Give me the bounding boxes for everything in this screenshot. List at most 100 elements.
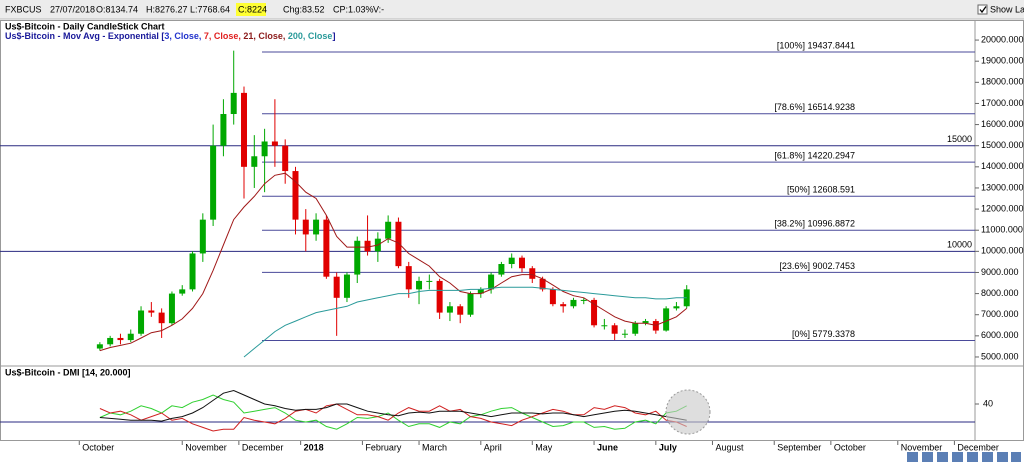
legend-part: 7, Close, — [204, 31, 244, 41]
candle-body — [138, 310, 145, 334]
candle-body — [343, 274, 350, 298]
open: O:8134.74 — [96, 4, 138, 14]
ma-legend: Us$-Bitcoin - Mov Avg - Exponential [3, … — [5, 31, 335, 41]
candle-body — [117, 337, 124, 341]
candle-body — [313, 219, 320, 235]
y-tick-label: 17000.000 — [981, 98, 1024, 108]
scroll-button[interactable] — [967, 452, 978, 462]
fib-label: [0%] 5779.3378 — [792, 329, 855, 339]
legend-part: 3, Close, — [164, 31, 204, 41]
show-last-label[interactable]: Show Last — [990, 4, 1024, 14]
x-tick-label: February — [365, 442, 402, 452]
candle-body — [426, 280, 433, 282]
y-tick-label: 20000.000 — [981, 34, 1024, 44]
scroll-button[interactable] — [937, 452, 948, 462]
candle-body — [539, 278, 546, 290]
candle-body — [477, 289, 484, 294]
candle-body — [364, 240, 371, 252]
scroll-button[interactable] — [952, 452, 963, 462]
low: L:7768.64 — [190, 4, 230, 14]
candle-body — [416, 280, 423, 290]
candle-body — [107, 337, 114, 345]
x-tick-label: November — [185, 442, 227, 452]
candle-body — [446, 306, 453, 313]
horizontal-line-label: 15000 — [947, 134, 972, 144]
candle-body — [508, 257, 515, 265]
candle-body — [467, 293, 474, 315]
candle-body — [498, 264, 505, 275]
candle-body — [302, 219, 309, 235]
candle-body — [591, 299, 598, 326]
fib-label: [50%] 12608.591 — [787, 185, 855, 195]
candle-body — [199, 219, 206, 254]
x-tick-label: November — [901, 442, 943, 452]
dmi-title: Us$-Bitcoin - DMI [14, 20.000] — [5, 367, 131, 377]
x-tick-label: April — [484, 442, 502, 452]
close: C:8224 — [238, 4, 267, 14]
moving-average — [243, 286, 687, 358]
candle-body — [148, 310, 155, 313]
scroll-button[interactable] — [907, 452, 918, 462]
candle-body — [251, 156, 258, 167]
candle-body — [405, 266, 412, 290]
y-tick-label: 8000.000 — [981, 288, 1019, 298]
x-tick-label: December — [242, 442, 284, 452]
candle-body — [158, 312, 165, 324]
candle-body — [488, 274, 495, 290]
y-tick-label: 7000.000 — [981, 309, 1019, 319]
y-tick-label: 15000.000 — [981, 140, 1024, 150]
candle-body — [518, 257, 525, 269]
candle-body — [271, 141, 278, 146]
candle-body — [560, 304, 567, 307]
y-tick-label: 40 — [983, 398, 993, 408]
scroll-button[interactable] — [997, 452, 1008, 462]
candle-body — [189, 253, 196, 290]
y-tick-label: 9000.000 — [981, 267, 1019, 277]
candle-body — [673, 306, 680, 309]
scroll-button[interactable] — [922, 452, 933, 462]
candle-body — [168, 293, 175, 324]
fib-label: [61.8%] 14220.2947 — [774, 151, 855, 161]
candle-body — [580, 299, 587, 301]
x-tick-label: March — [422, 442, 447, 452]
candle-body — [621, 333, 628, 335]
show-last-checkbox[interactable] — [977, 4, 988, 15]
y-tick-label: 5000.000 — [981, 351, 1019, 361]
change: Chg:83.52 — [283, 4, 325, 14]
candle-body — [354, 240, 361, 275]
candle-body — [333, 276, 340, 298]
x-tick-label: 2018 — [304, 442, 324, 452]
scroll-button[interactable] — [982, 452, 993, 462]
x-tick-label: September — [777, 442, 821, 452]
candle-body — [282, 145, 289, 172]
x-tick-label: July — [659, 442, 677, 452]
y-tick-label: 12000.000 — [981, 203, 1024, 213]
fib-label: [23.6%] 9002.7453 — [779, 261, 855, 271]
legend-part: ] — [332, 31, 335, 41]
candle-body — [179, 289, 186, 294]
candle-body — [570, 299, 577, 307]
fib-label: [100%] 19437.8441 — [777, 40, 855, 50]
scroll-button[interactable] — [1011, 452, 1021, 462]
legend-part: Us$-Bitcoin - Mov Avg - Exponential [ — [5, 31, 164, 41]
x-tick-label: October — [834, 442, 866, 452]
dmi-line — [99, 403, 687, 432]
candle-body — [611, 325, 618, 334]
y-tick-label: 19000.000 — [981, 56, 1024, 66]
candle-body — [261, 141, 268, 157]
candle-body — [385, 221, 392, 239]
dmi-line — [99, 389, 687, 422]
close-highlight — [236, 3, 266, 16]
x-tick-label: June — [597, 442, 618, 452]
main-title: Us$-Bitcoin - Daily CandleStick Chart — [5, 21, 165, 31]
candle-body — [683, 289, 690, 307]
candle-body — [292, 171, 299, 220]
volume: V:- — [373, 4, 384, 14]
y-tick-label: 13000.000 — [981, 182, 1024, 192]
candle-body — [436, 280, 443, 313]
candle-body — [210, 145, 217, 220]
dmi-line — [99, 394, 687, 430]
legend-part: 21, Close, — [243, 31, 288, 41]
high: H:8276.27 — [146, 4, 188, 14]
